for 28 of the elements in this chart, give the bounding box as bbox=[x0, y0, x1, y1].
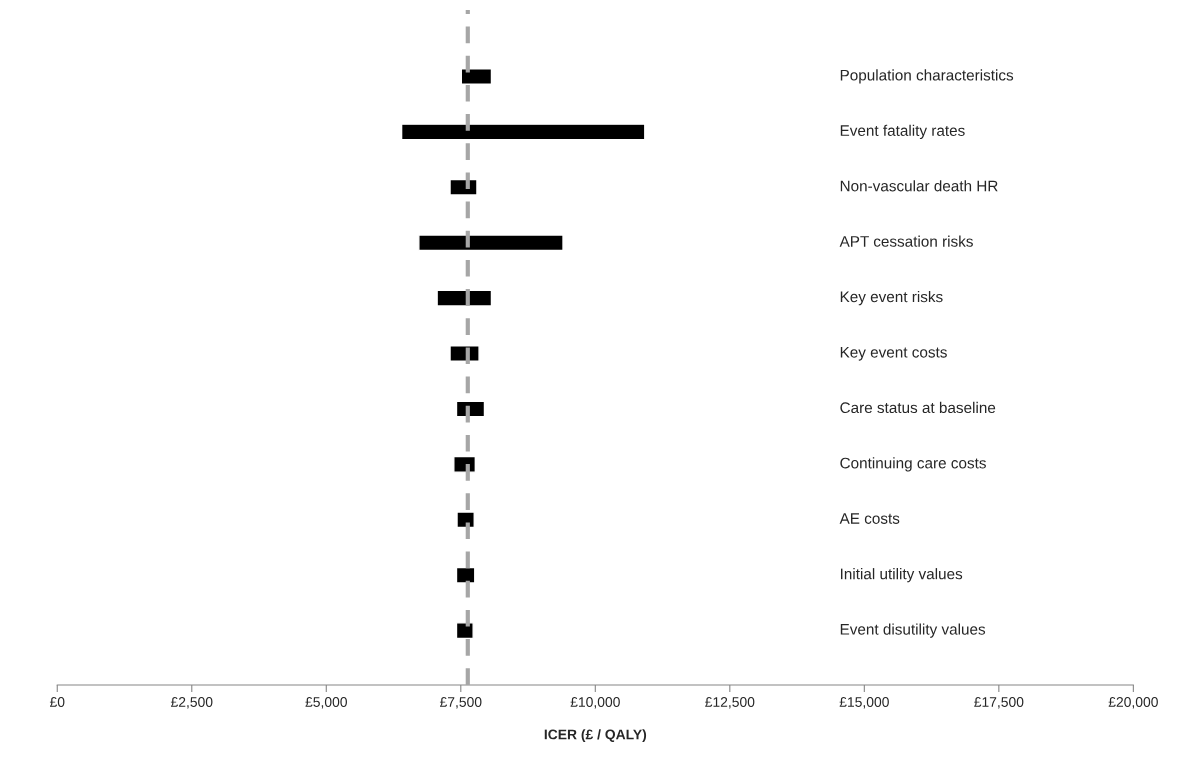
bar bbox=[455, 622, 474, 640]
y-tick-label: APT cessation risks bbox=[839, 235, 973, 247]
x-tick-label: £0 bbox=[49, 697, 65, 707]
y-tick-label: Continuing care costs bbox=[840, 457, 986, 472]
bar bbox=[455, 566, 476, 584]
y-tick-label: Population characteristics bbox=[840, 69, 1014, 84]
x-tick-label: £10,000 bbox=[570, 697, 620, 709]
bar bbox=[460, 68, 493, 85]
y-tick-label: Initial utility values bbox=[840, 568, 963, 583]
y-tick-label: Event disutility values bbox=[840, 623, 986, 638]
x-tick-label: £15,000 bbox=[839, 697, 889, 709]
y-tick-label: Event fatality rates bbox=[840, 124, 965, 140]
bar bbox=[400, 123, 646, 141]
y-tick-label: AE costs bbox=[839, 513, 900, 524]
bar bbox=[418, 234, 564, 252]
x-axis-title: ICER (£ / QALY) bbox=[544, 729, 647, 743]
y-tick-label: Non-vascular death HR bbox=[840, 180, 998, 192]
y-tick-label: Key event costs bbox=[840, 346, 947, 361]
x-tick-label: £2,500 bbox=[170, 697, 213, 709]
y-tick-label: Care status at baseline bbox=[840, 401, 996, 414]
x-tick-label: £5,000 bbox=[305, 697, 347, 709]
y-tick-label: Key event risks bbox=[840, 291, 943, 306]
x-tick-label: £20,000 bbox=[1108, 697, 1158, 709]
x-tick-label: £17,500 bbox=[974, 697, 1024, 709]
bar bbox=[436, 289, 493, 307]
x-tick-label: £7,500 bbox=[439, 697, 482, 709]
x-tick-label: £12,500 bbox=[705, 697, 755, 709]
bar bbox=[449, 178, 478, 196]
